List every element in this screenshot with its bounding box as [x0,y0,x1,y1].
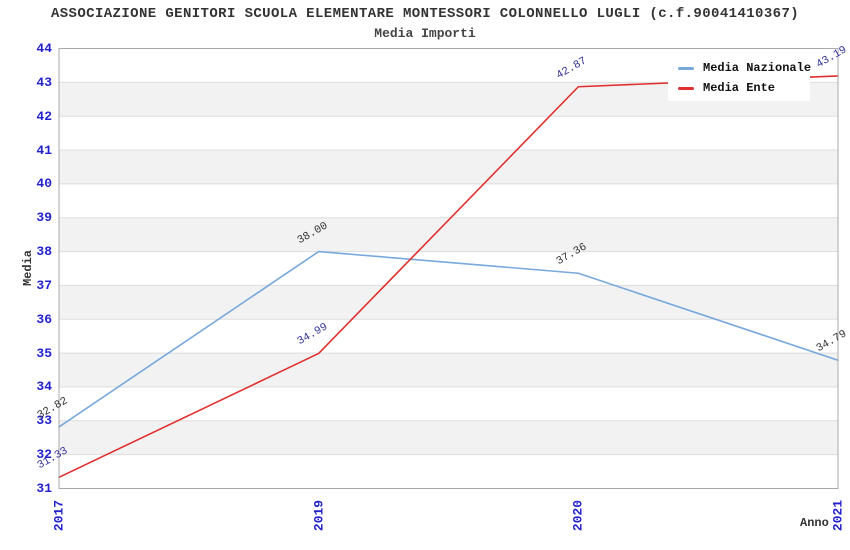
y-tick-label: 42 [36,108,52,124]
band [59,150,838,184]
y-tick-label: 38 [36,244,52,260]
band [59,386,838,421]
y-axis-label: Media [21,250,35,287]
y-tick-label: 43 [36,74,52,90]
band [59,285,838,320]
legend-item: Media Ente [668,78,810,98]
y-tick-label: 35 [36,345,52,361]
legend-line-swatch [678,86,694,90]
y-tick-label: 34 [36,379,52,395]
series-line-media-nazionale [58,250,839,428]
y-tick-label: 39 [36,210,52,226]
legend-label: Media Ente [703,81,776,95]
y-tick-label: 44 [36,41,52,56]
chart-title: ASSOCIAZIONE GENITORI SCUOLA ELEMENTARE … [50,6,800,22]
chart-subtitle: Media Importi [374,26,476,41]
y-tick-label: 40 [36,176,52,192]
y-tick-label: 32 [36,447,52,463]
band [59,251,838,286]
band [59,420,838,455]
legend-line-swatch [678,66,694,70]
x-axis-label: Anno [800,516,829,530]
y-tick-label: 31 [36,481,52,496]
band [59,454,838,489]
x-tick-label: 2020 [570,499,586,532]
band [59,353,838,387]
band [59,217,838,252]
legend-item: Media Nazionale [668,58,812,78]
legend: Media Nazionale Media Ente [668,55,812,101]
band [59,183,838,218]
plot-border [58,48,839,489]
y-tick-label: 33 [36,413,52,429]
y-tick-label: 37 [36,277,52,293]
y-tick-label: 41 [36,142,52,158]
x-tick-label: 2017 [51,499,67,532]
x-tick-label: 2021 [830,499,846,532]
y-tick-label: 36 [36,311,52,327]
band [59,319,838,354]
x-tick-label: 2019 [311,499,327,532]
band [59,116,838,151]
legend-label: Media Nazionale [703,61,812,75]
